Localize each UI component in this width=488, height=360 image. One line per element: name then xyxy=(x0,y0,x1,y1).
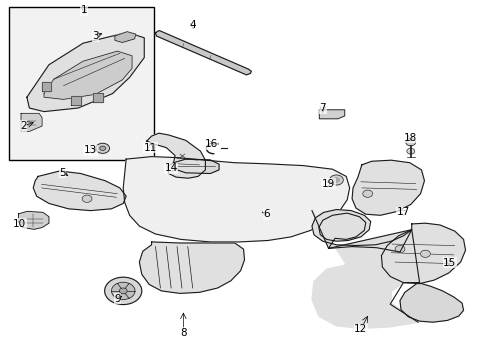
Text: 8: 8 xyxy=(180,328,186,338)
Text: 7: 7 xyxy=(319,103,325,113)
Text: 1: 1 xyxy=(81,5,87,15)
Text: 12: 12 xyxy=(353,324,367,334)
Polygon shape xyxy=(311,211,419,328)
Polygon shape xyxy=(351,160,424,215)
Circle shape xyxy=(104,277,142,305)
Circle shape xyxy=(394,246,404,253)
Text: 15: 15 xyxy=(442,258,456,268)
Circle shape xyxy=(111,282,135,300)
Polygon shape xyxy=(21,113,42,131)
Bar xyxy=(9,7,154,160)
Polygon shape xyxy=(319,110,344,119)
Polygon shape xyxy=(155,31,251,75)
Text: 19: 19 xyxy=(321,179,335,189)
Bar xyxy=(41,82,51,91)
Polygon shape xyxy=(123,157,349,242)
Text: 4: 4 xyxy=(189,20,196,30)
Bar xyxy=(71,96,81,105)
Text: 13: 13 xyxy=(83,145,97,156)
Circle shape xyxy=(420,250,429,257)
Text: 2: 2 xyxy=(20,121,27,131)
Polygon shape xyxy=(27,32,144,112)
Text: 3: 3 xyxy=(92,31,99,41)
Polygon shape xyxy=(33,171,126,211)
Polygon shape xyxy=(399,283,463,322)
Polygon shape xyxy=(115,32,136,42)
Circle shape xyxy=(82,195,92,202)
Polygon shape xyxy=(139,242,244,293)
Circle shape xyxy=(406,148,414,154)
Text: 5: 5 xyxy=(59,168,66,178)
Text: 11: 11 xyxy=(143,143,157,153)
Circle shape xyxy=(405,139,415,146)
Circle shape xyxy=(96,143,109,153)
Polygon shape xyxy=(44,51,132,99)
Text: 6: 6 xyxy=(263,209,269,219)
Circle shape xyxy=(100,146,105,150)
Polygon shape xyxy=(19,211,49,229)
Circle shape xyxy=(329,175,343,185)
Polygon shape xyxy=(381,223,465,284)
Polygon shape xyxy=(146,133,205,178)
Text: 17: 17 xyxy=(396,207,409,217)
Text: 18: 18 xyxy=(403,132,417,143)
Polygon shape xyxy=(173,159,219,174)
Text: 14: 14 xyxy=(164,163,178,174)
Text: 9: 9 xyxy=(114,294,121,304)
Circle shape xyxy=(333,178,339,182)
Bar xyxy=(93,93,102,102)
Text: 10: 10 xyxy=(13,219,26,229)
Text: 16: 16 xyxy=(204,139,218,149)
Circle shape xyxy=(119,288,127,294)
Circle shape xyxy=(362,190,372,197)
Polygon shape xyxy=(311,210,411,252)
